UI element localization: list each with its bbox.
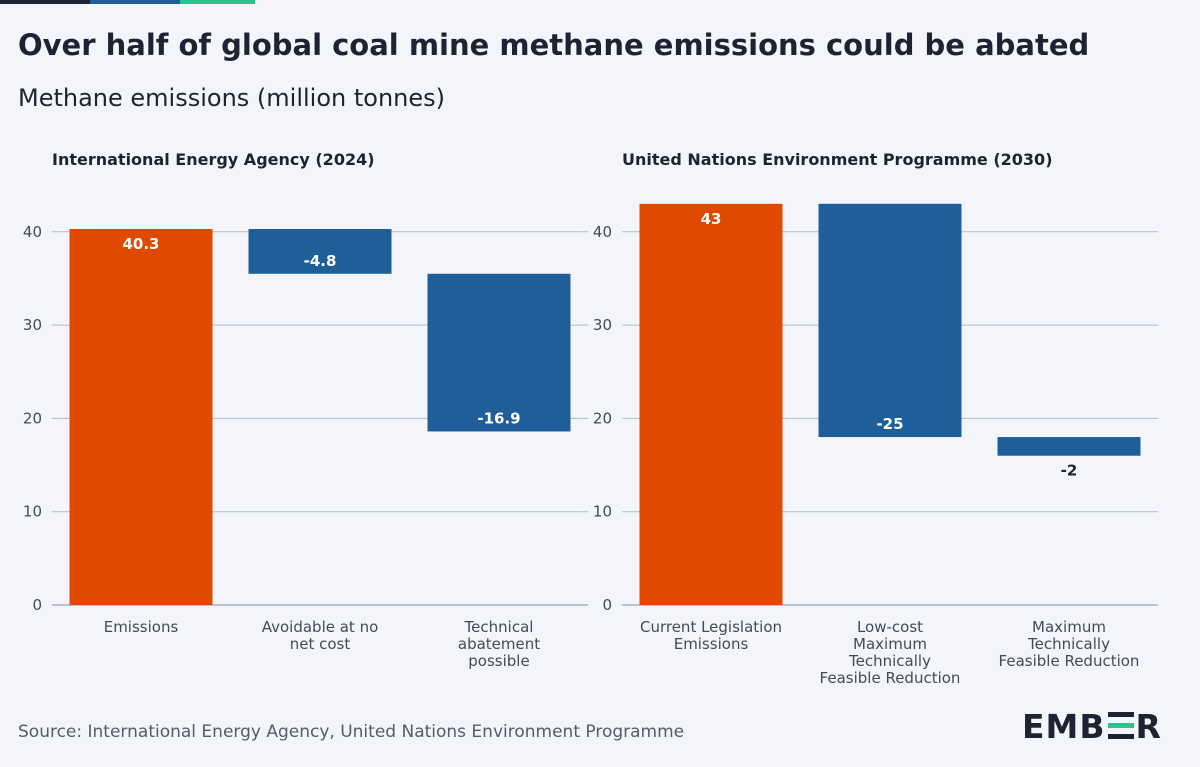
top-accent-segment-dark [0,0,90,4]
top-accent-segment-green [180,0,255,4]
bar-iea-2 [427,273,571,432]
data-label-iea-1: -4.8 [304,252,337,270]
data-label-unep-0: 43 [701,210,722,228]
y-tick-iea-10: 10 [23,503,42,521]
logo-accent-e-icon [1107,712,1134,739]
panel-title-unep: United Nations Environment Programme (20… [622,150,1053,169]
category-label-unep-2: Maximum Technically Feasible Reduction [999,618,1140,670]
category-label-iea-1: Avoidable at no net cost [262,618,379,653]
category-label-unep-1: Low-cost Maximum Technically Feasible Reduc… [820,618,961,687]
bar-iea-0 [69,229,213,605]
category-label-iea-2: Technical abatement possible [458,618,540,670]
data-label-iea-2: -16.9 [477,409,520,427]
top-accent-segment-blue [90,0,180,4]
chart-title: Over half of global coal mine methane em… [18,28,1090,62]
bar-unep-2 [997,437,1141,456]
y-tick-iea-0: 0 [32,596,42,614]
chart-subtitle: Methane emissions (million tonnes) [18,84,446,112]
y-tick-unep-40: 40 [593,223,612,241]
y-tick-unep-20: 20 [593,409,612,427]
y-tick-unep-30: 30 [593,316,612,334]
y-tick-iea-40: 40 [23,223,42,241]
logo-text-right: R [1135,707,1162,746]
source-note: Source: International Energy Agency, Uni… [18,722,685,742]
bar-unep-0 [639,203,783,605]
y-tick-iea-20: 20 [23,409,42,427]
ember-logo: EMB R [1022,707,1162,746]
y-tick-iea-30: 30 [23,316,42,334]
bar-unep-1 [818,203,962,438]
y-tick-unep-0: 0 [602,596,612,614]
logo-text-left: EMB [1022,707,1106,746]
waterfall-charts: 0 10 20 30 40 40.3 Emissions -4.8 Avoidable at n… [23,203,1158,687]
category-label-unep-0: Current Legislation Emissions [640,618,782,653]
panel-title-iea: International Energy Agency (2024) [52,150,375,169]
top-accent-bar [0,0,255,4]
data-label-iea-0: 40.3 [122,235,159,253]
data-label-unep-2: -2 [1061,462,1078,480]
bar-iea-1 [248,229,392,274]
data-label-unep-1: -25 [876,415,903,433]
y-tick-unep-10: 10 [593,503,612,521]
category-label-iea-0: Emissions [104,618,179,636]
